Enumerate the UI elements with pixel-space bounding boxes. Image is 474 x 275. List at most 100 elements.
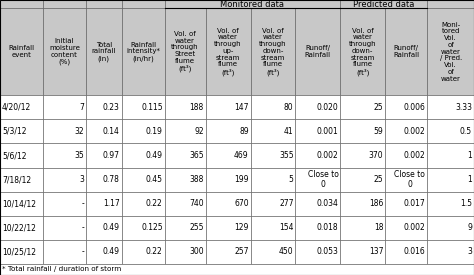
Text: 92: 92	[194, 127, 204, 136]
Text: Rainfall
event: Rainfall event	[9, 45, 35, 58]
Bar	[295, 8, 340, 95]
Text: 0.49: 0.49	[103, 248, 119, 256]
Text: Close to
0: Close to 0	[308, 170, 338, 189]
Bar	[121, 95, 164, 119]
Text: -: -	[82, 248, 84, 256]
Bar	[251, 216, 295, 240]
Bar	[86, 8, 121, 95]
Bar	[0, 95, 43, 119]
Bar	[251, 144, 295, 167]
Bar	[43, 95, 86, 119]
Text: 370: 370	[369, 151, 383, 160]
Text: 0.020: 0.020	[317, 103, 338, 112]
Text: 129: 129	[234, 223, 249, 232]
Bar	[0, 119, 43, 144]
Bar	[295, 119, 340, 144]
Bar	[206, 144, 251, 167]
Text: 1.5: 1.5	[460, 199, 472, 208]
Text: 4/20/12: 4/20/12	[2, 103, 31, 112]
Text: 355: 355	[279, 151, 293, 160]
Bar	[121, 192, 164, 216]
Bar	[43, 216, 86, 240]
Bar	[0, 144, 43, 167]
Text: 10/14/12: 10/14/12	[2, 199, 36, 208]
Text: 188: 188	[190, 103, 204, 112]
Text: * Total rainfall / duration of storm: * Total rainfall / duration of storm	[2, 266, 122, 273]
Bar	[43, 119, 86, 144]
Text: 5/3/12: 5/3/12	[2, 127, 27, 136]
Text: 154: 154	[279, 223, 293, 232]
Text: 199: 199	[234, 175, 249, 184]
Bar	[164, 8, 206, 95]
Bar	[295, 216, 340, 240]
Text: 32: 32	[74, 127, 84, 136]
Text: 1.17: 1.17	[103, 199, 119, 208]
Bar	[43, 0, 86, 8]
Text: 0.002: 0.002	[403, 223, 425, 232]
Bar	[164, 144, 206, 167]
Bar	[206, 192, 251, 216]
Bar	[206, 216, 251, 240]
Bar	[427, 216, 474, 240]
Bar	[340, 95, 385, 119]
Bar	[86, 240, 121, 264]
Bar	[0, 240, 43, 264]
Bar	[86, 167, 121, 192]
Bar	[43, 8, 86, 95]
Text: 35: 35	[74, 151, 84, 160]
Text: Rainfall
intensity*
(in/hr): Rainfall intensity* (in/hr)	[126, 42, 160, 62]
Bar	[427, 240, 474, 264]
Text: 0.22: 0.22	[146, 248, 163, 256]
Bar	[340, 240, 385, 264]
Bar	[121, 144, 164, 167]
Bar	[206, 8, 251, 95]
Bar	[0, 216, 43, 240]
Bar	[251, 95, 295, 119]
Text: 9: 9	[467, 223, 472, 232]
Text: 255: 255	[189, 223, 204, 232]
Bar	[385, 8, 427, 95]
Bar	[121, 240, 164, 264]
Text: -: -	[82, 199, 84, 208]
Bar	[295, 144, 340, 167]
Bar	[0, 167, 43, 192]
Text: 0.002: 0.002	[403, 127, 425, 136]
Text: 388: 388	[190, 175, 204, 184]
Bar	[164, 167, 206, 192]
Bar	[385, 216, 427, 240]
Bar	[86, 0, 121, 8]
Bar	[385, 144, 427, 167]
Text: 670: 670	[234, 199, 249, 208]
Text: 365: 365	[189, 151, 204, 160]
Text: 137: 137	[369, 248, 383, 256]
Bar	[164, 0, 340, 8]
Bar	[43, 240, 86, 264]
Text: 89: 89	[239, 127, 249, 136]
Text: 0.97: 0.97	[103, 151, 119, 160]
Bar	[427, 0, 474, 8]
Text: Moni-
tored
Vol.
of
water
/ Pred.
Vol.
of
water: Moni- tored Vol. of water / Pred. Vol. o…	[439, 22, 462, 82]
Bar	[340, 192, 385, 216]
Text: Monitored data: Monitored data	[220, 0, 284, 9]
Bar	[385, 95, 427, 119]
Text: Total
rainfall
(in): Total rainfall (in)	[91, 42, 116, 62]
Text: 0.002: 0.002	[317, 151, 338, 160]
Bar	[340, 0, 427, 8]
Bar	[86, 216, 121, 240]
Bar	[251, 119, 295, 144]
Text: 0.017: 0.017	[403, 199, 425, 208]
Text: Close to
0: Close to 0	[394, 170, 425, 189]
Bar	[385, 192, 427, 216]
Text: 0.016: 0.016	[403, 248, 425, 256]
Bar	[86, 192, 121, 216]
Bar	[427, 95, 474, 119]
Text: 0.23: 0.23	[103, 103, 119, 112]
Bar	[121, 8, 164, 95]
Text: 18: 18	[374, 223, 383, 232]
Text: 5/6/12: 5/6/12	[2, 151, 27, 160]
Text: 147: 147	[234, 103, 249, 112]
Text: Initial
moisture
content
(%): Initial moisture content (%)	[49, 38, 80, 65]
Text: 1: 1	[467, 151, 472, 160]
Text: 7/18/12: 7/18/12	[2, 175, 31, 184]
Bar	[427, 119, 474, 144]
